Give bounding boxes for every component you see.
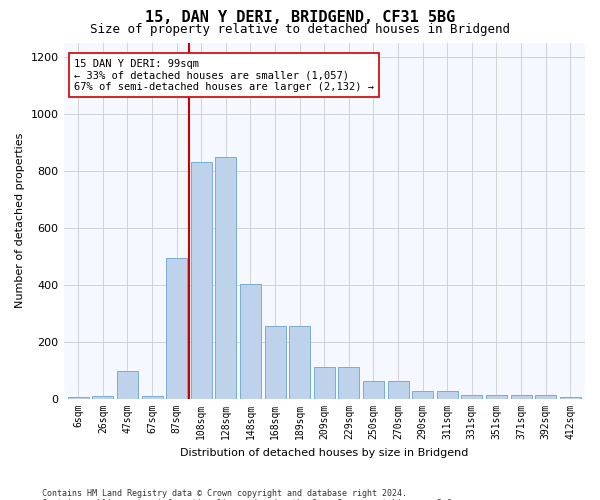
Bar xyxy=(191,162,212,399)
Bar xyxy=(486,395,507,399)
Bar xyxy=(117,371,138,399)
Bar xyxy=(92,396,113,399)
Bar xyxy=(437,391,458,399)
Text: 15, DAN Y DERI, BRIDGEND, CF31 5BG: 15, DAN Y DERI, BRIDGEND, CF31 5BG xyxy=(145,10,455,25)
Bar xyxy=(142,396,163,399)
Bar xyxy=(240,284,261,399)
Text: 15 DAN Y DERI: 99sqm
← 33% of detached houses are smaller (1,057)
67% of semi-de: 15 DAN Y DERI: 99sqm ← 33% of detached h… xyxy=(74,58,374,92)
Bar xyxy=(265,326,286,399)
Bar xyxy=(68,397,89,399)
Bar xyxy=(412,391,433,399)
Bar xyxy=(461,395,482,399)
Bar xyxy=(215,156,236,399)
Bar xyxy=(511,396,532,399)
Text: Contains public sector information licensed under the Open Government Licence v3: Contains public sector information licen… xyxy=(42,498,457,500)
Text: Contains HM Land Registry data © Crown copyright and database right 2024.: Contains HM Land Registry data © Crown c… xyxy=(42,488,407,498)
Bar xyxy=(166,258,187,399)
Bar xyxy=(560,397,581,399)
Y-axis label: Number of detached properties: Number of detached properties xyxy=(15,133,25,308)
X-axis label: Distribution of detached houses by size in Bridgend: Distribution of detached houses by size … xyxy=(180,448,469,458)
Bar xyxy=(388,381,409,399)
Bar xyxy=(314,367,335,399)
Bar xyxy=(363,381,384,399)
Bar xyxy=(338,367,359,399)
Bar xyxy=(289,326,310,399)
Text: Size of property relative to detached houses in Bridgend: Size of property relative to detached ho… xyxy=(90,22,510,36)
Bar xyxy=(535,396,556,399)
